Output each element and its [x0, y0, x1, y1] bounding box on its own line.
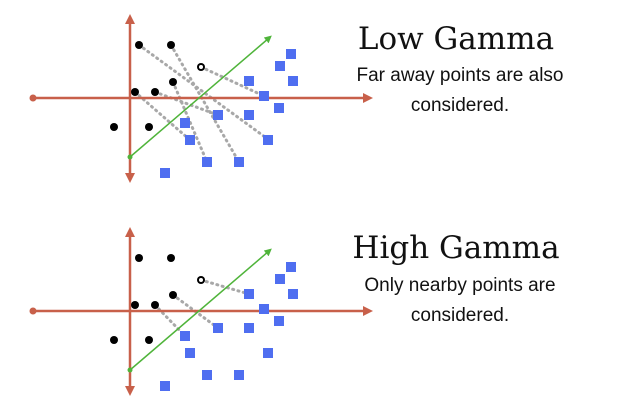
class-a-point [145, 123, 153, 131]
influence-line [199, 65, 266, 98]
x-axis-origin-dot [29, 94, 37, 102]
class-b-point [244, 76, 254, 86]
high-gamma-caption: Only nearby points are considered. [330, 271, 590, 331]
class-a-point [151, 301, 159, 309]
class-b-point [244, 323, 254, 333]
boundary-start-dot [127, 154, 133, 160]
class-a-point [135, 41, 143, 49]
class-b-point [286, 262, 296, 272]
class-a-point [135, 254, 143, 262]
high-gamma-caption-line-1: Only nearby points are [364, 275, 556, 296]
class-b-point [244, 289, 254, 299]
class-b-point [274, 316, 284, 326]
class-a-point [110, 123, 118, 131]
class-b-point [274, 103, 284, 113]
class-a-point [151, 88, 159, 96]
low-gamma-caption-line-1: Far away points are also [356, 65, 564, 86]
class-a-point [110, 336, 118, 344]
influence-line [153, 90, 220, 117]
class-b-point [275, 274, 285, 284]
class-b-point [160, 168, 170, 178]
class-b-point [160, 381, 170, 391]
class-b-point [263, 135, 273, 145]
class-b-point [202, 157, 212, 167]
influence-line [133, 90, 192, 142]
low-gamma-caption: Far away points are also considered. [330, 61, 590, 121]
x-axis-origin-dot [29, 307, 37, 315]
class-a-point [131, 88, 139, 96]
class-b-point [180, 331, 190, 341]
class-a-point [167, 41, 175, 49]
class-a-point [167, 254, 175, 262]
class-b-point [180, 118, 190, 128]
influence-line [169, 43, 241, 164]
low-gamma-title: Low Gamma [357, 21, 555, 57]
class-b-point [275, 61, 285, 71]
class-b-point [185, 348, 195, 358]
influence-line [199, 278, 251, 296]
high-gamma-diagram [29, 227, 373, 396]
class-b-point [288, 76, 298, 86]
boundary-start-dot [127, 367, 133, 373]
class-b-point [234, 370, 244, 380]
class-b-point [259, 91, 269, 101]
class-b-point [286, 49, 296, 59]
class-b-point [185, 135, 195, 145]
class-a-point [145, 336, 153, 344]
class-b-point [288, 289, 298, 299]
low-gamma-caption-line-2: considered. [410, 95, 510, 116]
point-highlight [199, 278, 203, 282]
class-b-point [213, 323, 223, 333]
decision-boundary [129, 35, 272, 158]
class-b-point [234, 157, 244, 167]
low-gamma-diagram [29, 13, 373, 183]
class-a-point [169, 291, 177, 299]
class-b-point [263, 348, 273, 358]
point-highlight [199, 65, 203, 69]
high-gamma-title: High Gamma [352, 230, 560, 266]
class-b-point [213, 110, 223, 120]
class-b-point [244, 110, 254, 120]
decision-boundary [129, 248, 272, 371]
class-b-point [202, 370, 212, 380]
class-a-point [131, 301, 139, 309]
high-gamma-caption-line-2: considered. [410, 305, 510, 326]
class-a-point [169, 78, 177, 86]
influence-line [137, 43, 271, 142]
class-b-point [259, 304, 269, 314]
